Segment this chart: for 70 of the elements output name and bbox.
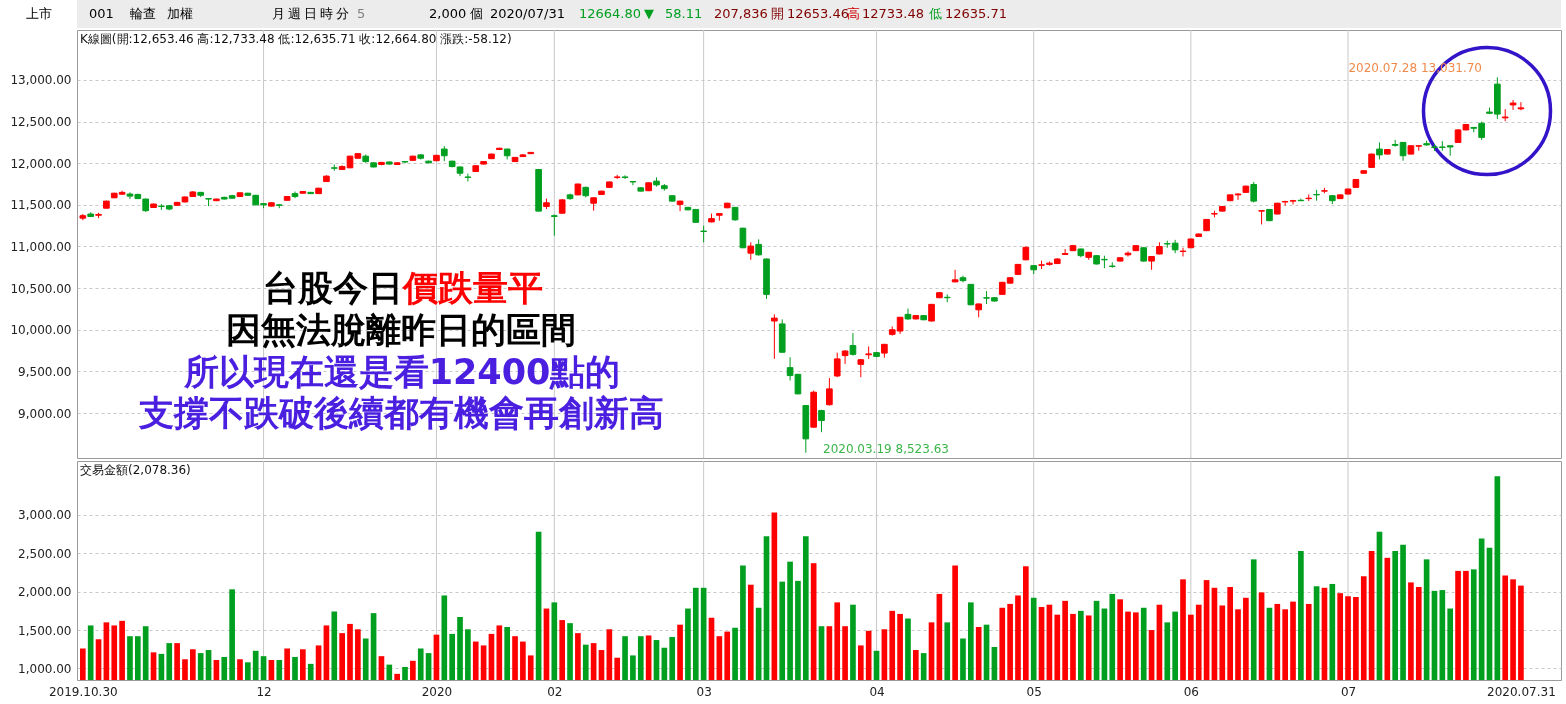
text: 開: [771, 6, 784, 21]
text: 207,836: [714, 6, 768, 21]
x-tick-label: 02: [547, 684, 563, 699]
candlestick: [621, 174, 629, 180]
y-tick-label: 13,000.00: [10, 73, 72, 88]
candlestick: [771, 313, 778, 360]
candlestick: [1517, 101, 1525, 111]
y-tick-label: 11,500.00: [10, 198, 72, 213]
annotation: 台股今日: [263, 268, 403, 308]
candlestick: [1509, 99, 1517, 111]
text: 分: [336, 6, 349, 21]
candlestick: [841, 349, 849, 365]
text: 低: [929, 6, 942, 21]
y-tick-label: 1,000.00: [18, 661, 72, 676]
x-tick-label: 2020.07.31: [1487, 684, 1556, 699]
text: 2,000: [429, 6, 467, 21]
annotation: 支撐不跌破後續都有機會再創新高: [137, 393, 664, 433]
y-tick-label: 12,500.00: [10, 115, 72, 130]
chart-title: 交易金額(2,078.36): [80, 463, 191, 477]
annotation: 價跌量平: [401, 268, 543, 308]
text: ▼: [644, 6, 654, 21]
x-tick-label: 04: [869, 684, 885, 699]
text: 加權: [167, 6, 193, 21]
candlestick: [1061, 248, 1069, 256]
text: 12664.80: [579, 6, 642, 21]
text: 時: [320, 6, 333, 21]
candlestick: [951, 269, 959, 283]
text: 12733.48: [862, 6, 925, 21]
y-tick-label: 3,000.00: [18, 508, 72, 523]
candlestick: [551, 213, 558, 237]
y-tick-label: 2,500.00: [18, 546, 72, 561]
y-tick-label: 2,000.00: [18, 585, 72, 600]
text: 上市: [26, 6, 52, 21]
text: 12635.71: [945, 6, 1008, 21]
candlestick: [1179, 247, 1187, 257]
x-tick-label: 2020: [421, 684, 453, 699]
candlestick: [833, 352, 841, 378]
candlestick: [865, 345, 872, 360]
y-tick-label: 10,500.00: [10, 281, 72, 296]
candlestick: [676, 200, 684, 212]
text: 001: [89, 6, 114, 21]
y-tick-label: 9,000.00: [18, 406, 72, 421]
candlestick: [629, 181, 637, 186]
text: 5: [357, 6, 366, 21]
annotation: 所以現在還是看12400點的: [182, 352, 621, 392]
x-tick-label: 2019.10.30: [48, 684, 118, 699]
annotation: 因無法脫離昨日的區間: [226, 310, 576, 350]
text: 日: [304, 6, 317, 21]
text: 2020/07/31: [490, 6, 565, 21]
text: 58.11: [665, 6, 703, 21]
x-tick-label: 07: [1340, 684, 1357, 699]
candlestick: [464, 173, 472, 183]
text: 個: [470, 6, 483, 21]
candlestick: [904, 308, 912, 321]
x-tick-label: 05: [1026, 684, 1042, 699]
text: 月: [272, 6, 285, 21]
annotation: 2020.03.19 8,523.63: [823, 442, 949, 456]
chart-title: K線圖(開:12,653.46 高:12,733.48 低:12,635.71 收:12,664.80 漲跌:-58.12): [80, 32, 512, 46]
y-tick-label: 1,500.00: [18, 623, 72, 638]
x-tick-label: 03: [696, 684, 712, 699]
x-tick-label: 12: [256, 684, 272, 699]
y-tick-label: 12,000.00: [10, 156, 72, 171]
y-tick-label: 11,000.00: [10, 240, 72, 254]
x-tick-label: 06: [1183, 684, 1200, 699]
text: 輪查: [130, 6, 156, 21]
text: 週: [288, 6, 301, 21]
y-tick-label: 9,500.00: [18, 364, 72, 379]
candlestick: [826, 377, 833, 407]
y-tick-label: 10,000.00: [10, 323, 72, 338]
candlestick: [849, 332, 857, 357]
